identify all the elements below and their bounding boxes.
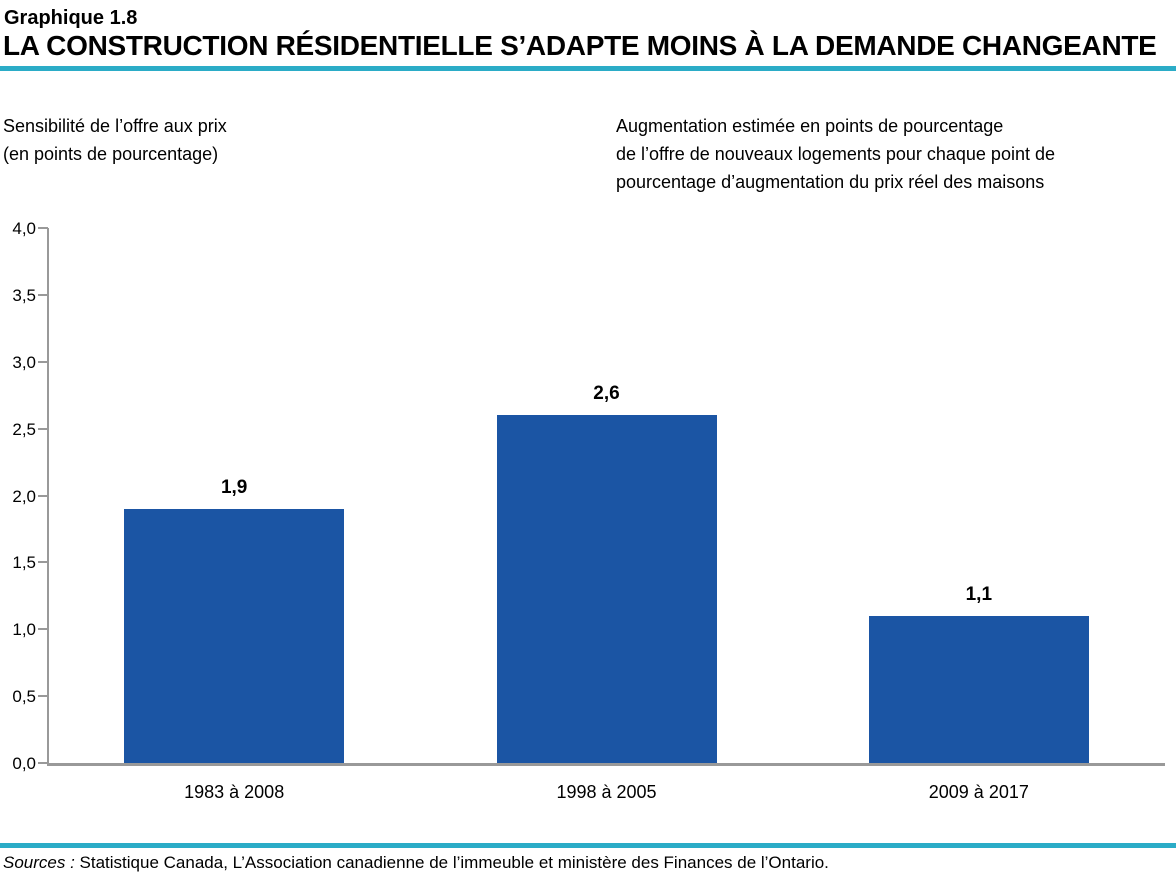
y-axis-tick xyxy=(38,427,48,430)
figure-title: LA CONSTRUCTION RÉSIDENTIELLE S’ADAPTE M… xyxy=(3,30,1157,61)
measure-description: Augmentation estimée en points de pource… xyxy=(616,112,1055,196)
y-axis-tick-label: 3,0 xyxy=(12,352,36,372)
y-axis-tick xyxy=(38,628,48,631)
y-axis-tick xyxy=(38,227,48,229)
y-axis-line xyxy=(47,228,49,766)
footer-accent-rule xyxy=(0,843,1176,848)
measure-description-line: Augmentation estimée en points de pource… xyxy=(616,116,1004,136)
bar-value-label: 1,1 xyxy=(965,583,993,605)
measure-description-line: pourcentage d’augmentation du prix réel … xyxy=(616,172,1045,192)
bar xyxy=(868,615,1089,763)
axis-unit-description: Sensibilité de l’offre aux prix (en poin… xyxy=(3,112,227,168)
y-axis-tick xyxy=(38,762,48,764)
x-axis-category-label: 1983 à 2008 xyxy=(184,782,285,802)
axis-unit-line: Sensibilité de l’offre aux prix xyxy=(3,116,227,136)
y-axis-tick xyxy=(38,561,48,564)
y-axis-tick-label: 0,5 xyxy=(12,687,36,707)
x-axis-line xyxy=(47,763,1165,766)
title-accent-rule xyxy=(0,66,1176,71)
y-axis-tick-label: 3,5 xyxy=(12,285,36,305)
measure-description-line: de l’offre de nouveaux logements pour ch… xyxy=(616,144,1055,164)
bar-chart: 0,0 0,5 1,0 1,5 2,0 2,5 3,0 3,5 4,0 1,9 1983 à 200… xyxy=(0,210,1176,810)
y-axis-tick xyxy=(38,695,48,698)
bar-value-label: 1,9 xyxy=(220,476,248,498)
x-axis-category-label: 2009 à 2017 xyxy=(928,782,1029,802)
y-axis-tick xyxy=(38,293,48,296)
source-line: Sources : Statistique Canada, L’Associat… xyxy=(3,853,829,873)
x-axis-category-label: 1998 à 2005 xyxy=(556,782,657,802)
y-axis-tick xyxy=(38,360,48,363)
axis-unit-line: (en points de pourcentage) xyxy=(3,144,219,164)
bar xyxy=(496,415,717,763)
y-axis-tick-label: 2,0 xyxy=(12,486,36,506)
y-axis-tick-label: 1,0 xyxy=(12,620,36,640)
figure-label: Graphique 1.8 xyxy=(4,7,138,29)
y-axis-tick-label: 1,5 xyxy=(12,553,36,573)
y-axis-tick xyxy=(38,494,48,497)
bar xyxy=(124,508,345,763)
y-axis-tick-label: 4,0 xyxy=(12,219,36,238)
source-text: Statistique Canada, L’Association canadi… xyxy=(74,853,829,872)
bar-value-label: 2,6 xyxy=(593,383,620,405)
source-prefix: Sources : xyxy=(3,853,75,872)
y-axis-tick-label: 0,0 xyxy=(12,754,36,773)
y-axis-tick-label: 2,5 xyxy=(12,419,36,439)
